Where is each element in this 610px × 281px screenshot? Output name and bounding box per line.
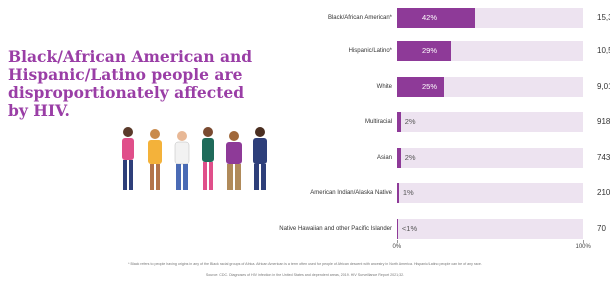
bar-track [397,219,583,239]
total-label: 743 [597,153,610,162]
category-label: Multiracial [272,119,392,126]
value-label: 2% [405,153,416,162]
value-label: 25% [422,82,437,91]
value-label: 29% [422,46,437,55]
people-illustration [110,122,280,200]
bar [397,219,398,239]
category-label: American Indian/Alaska Native [272,190,392,197]
bar-track [397,112,583,132]
bar-track [397,183,583,203]
total-label: 15,340 [597,13,610,22]
total-label: 10,502 [597,46,610,55]
x-tick-label: 0% [393,244,402,250]
total-label: 70 [597,224,606,233]
total-label: 9,018 [597,82,610,91]
bar [397,112,401,132]
value-label: 1% [403,188,414,197]
total-label: 918 [597,117,610,126]
value-label: <1% [402,224,417,233]
infographic: Black/African American and Hispanic/Lati… [0,0,610,281]
tick-mark [583,240,584,243]
total-label: 210 [597,188,610,197]
footnote: * Black refers to people having origins … [60,262,550,267]
bar [397,183,399,203]
x-tick-label: 100% [576,244,591,250]
bar [397,148,401,168]
source: Source: CDC. Diagnoses of HIV infection … [60,273,550,278]
bar-track [397,148,583,168]
headline: Black/African American and Hispanic/Lati… [8,48,258,120]
category-label: Asian [272,155,392,162]
category-label: Native Hawaiian and other Pacific Island… [272,226,392,233]
value-label: 2% [405,117,416,126]
category-label: White [272,84,392,91]
tick-mark [397,240,398,243]
value-label: 42% [422,13,437,22]
category-label: Black/African American* [272,15,392,22]
category-label: Hispanic/Latino* [272,48,392,55]
